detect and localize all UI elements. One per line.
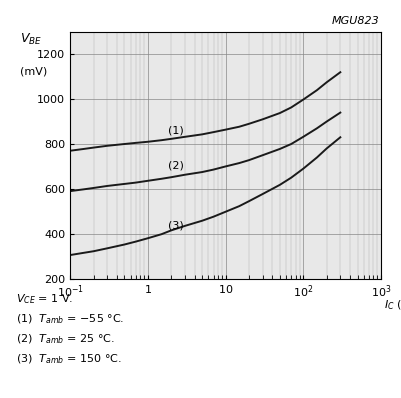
Text: (2): (2) [168, 160, 184, 170]
Text: (2)  $T_{amb}$ = 25 °C.: (2) $T_{amb}$ = 25 °C. [16, 332, 115, 346]
Text: (1)  $T_{amb}$ = $-$55 °C.: (1) $T_{amb}$ = $-$55 °C. [16, 312, 124, 326]
Text: (3)  $T_{amb}$ = 150 °C.: (3) $T_{amb}$ = 150 °C. [16, 352, 122, 366]
Text: MGU823: MGU823 [332, 16, 379, 26]
Text: (mV): (mV) [20, 66, 48, 76]
Text: $V_{CE}$ = 1 V.: $V_{CE}$ = 1 V. [16, 293, 73, 306]
Text: (1): (1) [168, 125, 183, 135]
Text: (3): (3) [168, 221, 183, 231]
Text: $I_C$ (mA): $I_C$ (mA) [384, 298, 401, 312]
Text: $V_{BE}$: $V_{BE}$ [20, 32, 43, 47]
